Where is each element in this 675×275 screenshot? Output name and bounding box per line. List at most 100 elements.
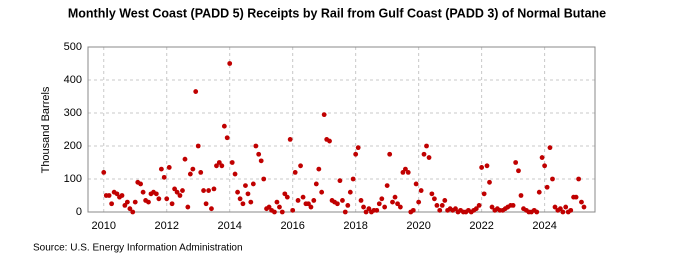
data-point	[536, 189, 542, 195]
data-point	[164, 196, 170, 202]
y-tick-label: 300	[64, 107, 82, 119]
data-point	[442, 198, 448, 203]
data-point	[245, 191, 251, 197]
data-point	[516, 168, 521, 174]
data-point	[487, 179, 492, 185]
data-point	[203, 201, 209, 207]
data-point	[552, 204, 558, 210]
data-point	[382, 204, 388, 210]
x-tick-label: 2020	[406, 220, 430, 232]
data-point	[232, 171, 238, 177]
data-point	[193, 89, 199, 94]
data-point	[544, 184, 550, 190]
data-point	[187, 171, 193, 177]
data-point	[261, 176, 267, 182]
data-point	[174, 189, 180, 195]
data-point	[321, 112, 327, 118]
data-point	[124, 199, 130, 205]
data-point	[358, 198, 364, 203]
data-point	[161, 174, 167, 180]
data-point	[581, 204, 587, 210]
data-point	[229, 160, 235, 165]
data-point	[473, 206, 479, 212]
data-point	[182, 156, 188, 162]
data-point	[279, 209, 285, 215]
data-point	[311, 198, 317, 203]
x-tick-label: 2024	[532, 220, 556, 232]
data-point	[350, 176, 356, 182]
data-point	[542, 163, 548, 169]
plot-frame	[87, 46, 596, 213]
data-point	[132, 199, 138, 205]
y-tick-label: 500	[64, 41, 82, 53]
data-point	[434, 203, 440, 208]
data-point	[214, 163, 219, 169]
data-point	[340, 198, 345, 203]
data-point	[573, 194, 579, 200]
data-point	[518, 193, 524, 198]
data-point	[547, 145, 553, 151]
data-point	[484, 163, 490, 169]
data-point	[426, 155, 432, 160]
data-point	[119, 193, 125, 198]
data-point	[101, 170, 107, 175]
data-point	[209, 206, 214, 212]
data-point	[513, 160, 519, 165]
data-point	[418, 188, 424, 193]
data-point	[361, 204, 366, 210]
data-point	[366, 206, 372, 212]
data-point	[439, 203, 445, 208]
data-point	[224, 135, 230, 141]
data-point	[153, 191, 159, 197]
data-point	[489, 204, 495, 210]
data-point	[258, 158, 264, 164]
data-point	[237, 196, 243, 202]
data-point	[429, 191, 435, 197]
data-point	[206, 188, 212, 193]
data-point	[250, 181, 256, 187]
data-point	[235, 189, 240, 195]
data-point	[190, 166, 196, 172]
data-point	[481, 191, 487, 197]
data-point	[253, 143, 259, 149]
data-point	[195, 143, 201, 149]
chart-title: Monthly West Coast (PADD 5) Receipts by …	[68, 6, 606, 20]
data-point	[185, 204, 191, 210]
data-point	[416, 199, 422, 205]
data-point	[424, 143, 429, 149]
data-point	[169, 201, 175, 207]
data-point	[277, 204, 282, 210]
data-point	[431, 196, 437, 202]
data-point	[109, 201, 115, 207]
y-tick-label: 200	[64, 140, 82, 152]
data-point	[140, 189, 146, 195]
data-point	[387, 151, 393, 157]
data-point	[345, 203, 351, 208]
data-point	[306, 201, 311, 207]
data-point	[127, 206, 133, 212]
data-point	[363, 209, 369, 215]
x-tick-label: 2014	[217, 220, 241, 232]
data-point	[292, 170, 298, 175]
data-point	[421, 151, 427, 157]
data-point	[560, 209, 566, 215]
data-point	[122, 203, 128, 208]
data-point	[316, 166, 322, 172]
data-point	[395, 201, 400, 207]
data-point	[403, 166, 408, 172]
data-point	[335, 201, 340, 207]
data-point	[243, 183, 248, 189]
data-point	[300, 194, 306, 200]
data-point	[180, 188, 185, 193]
data-point	[282, 191, 288, 197]
grid: 0 100 200 300 400 500 2010 2012 2014 2016 2018 2020…	[64, 41, 595, 232]
data-point	[295, 198, 301, 203]
data-point	[539, 155, 545, 160]
data-point	[219, 163, 225, 169]
data-point	[355, 145, 361, 151]
data-point	[568, 207, 574, 213]
x-tick-label: 2012	[154, 220, 178, 232]
data-point	[405, 170, 411, 175]
data-point	[308, 204, 314, 210]
data-point	[374, 207, 380, 213]
